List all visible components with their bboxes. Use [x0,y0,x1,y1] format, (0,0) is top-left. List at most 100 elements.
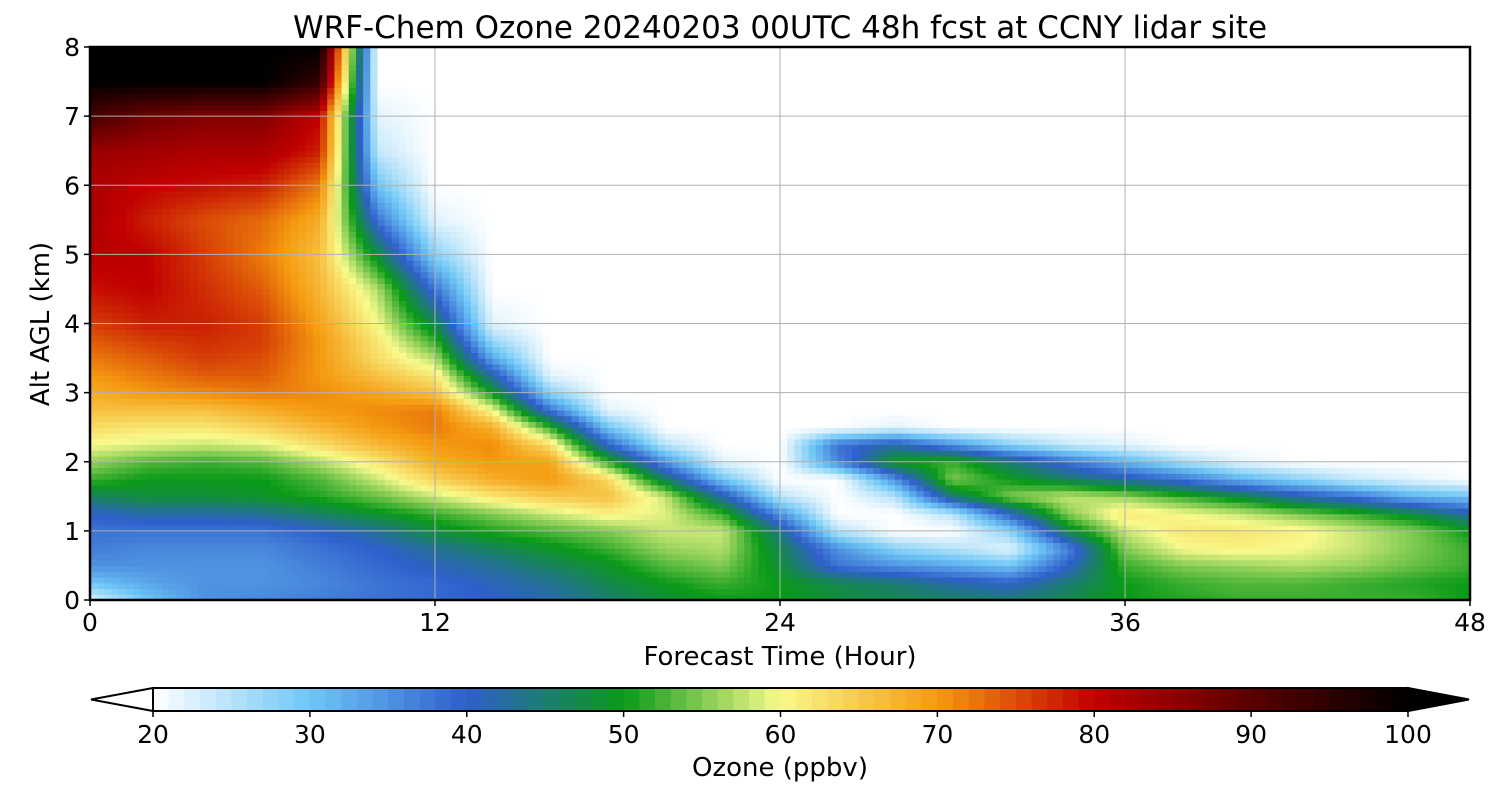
heatmap-cell [657,467,666,474]
heatmap-cell [1125,473,1133,480]
heatmap-cell [499,571,508,578]
heatmap-cell [147,576,156,584]
heatmap-cell [255,496,264,503]
heatmap-cell [966,542,975,549]
heatmap-cell [1182,455,1191,463]
heatmap-cell [413,571,422,578]
heatmap-cell [787,588,795,595]
heatmap-cell [1010,525,1018,532]
heatmap-cell [1117,507,1126,515]
heatmap-cell [1304,588,1313,595]
heatmap-cell [1347,496,1356,503]
heatmap-cell [772,473,781,480]
heatmap-cell [420,484,429,492]
heatmap-cell [377,548,386,555]
heatmap-cell [981,490,990,497]
heatmap-cell [1175,588,1184,595]
heatmap-cell [966,479,975,486]
heatmap-cell [1024,507,1033,515]
heatmap-cell [693,519,702,526]
heatmap-cell [736,565,745,572]
heatmap-cell [1132,484,1140,492]
heatmap-cell [1045,519,1054,526]
heatmap-cell [327,479,335,486]
heatmap-cell [1434,553,1442,561]
heatmap-cell [183,490,192,497]
heatmap-cell [1125,479,1133,486]
heatmap-cell [133,450,141,457]
heatmap-cell [902,450,910,457]
heatmap-cell [1196,588,1205,595]
heatmap-cell [1182,461,1191,469]
heatmap-cell [312,594,321,600]
heatmap-cell [873,490,882,497]
heatmap-cell [1376,542,1385,549]
heatmap-cell [1376,536,1385,543]
heatmap-cell [621,530,630,538]
heatmap-cell [506,559,515,567]
heatmap-cell [1297,479,1306,486]
heatmap-cell [1010,502,1018,509]
heatmap-cell [1398,450,1406,457]
heatmap-cell [966,576,975,584]
heatmap-cell [593,588,601,595]
heatmap-cell [1168,571,1176,578]
heatmap-cell [320,455,328,463]
heatmap-cell [600,525,609,532]
heatmap-cell [679,571,688,578]
heatmap-cell [1398,582,1406,590]
heatmap-cell [1441,496,1450,503]
heatmap-cell [693,565,702,572]
heatmap-cell [1074,559,1083,567]
heatmap-cell [514,530,522,538]
heatmap-cell [1441,513,1450,520]
heatmap-cell [190,484,199,492]
heatmap-cell [1204,461,1212,469]
heatmap-cell [1462,484,1470,492]
heatmap-cell [686,530,695,538]
heatmap-cell [744,467,752,474]
heatmap-cell [1182,565,1191,572]
heatmap-cell [1369,588,1378,595]
heatmap-cell [780,565,788,572]
heatmap-cell [1369,576,1378,584]
heatmap-cell [758,519,767,526]
heatmap-cell [176,588,185,595]
heatmap-cell [413,467,422,474]
heatmap-cell [1355,536,1363,543]
heatmap-cell [1096,594,1105,600]
heatmap-cell [564,565,573,572]
heatmap-cell [305,594,314,600]
heatmap-cell [593,513,601,520]
heatmap-cell [535,484,544,492]
heatmap-cell [909,536,918,543]
heatmap-cell [111,496,120,503]
heatmap-cell [1369,565,1378,572]
heatmap-cell [1218,490,1227,497]
heatmap-cell [499,496,508,503]
heatmap-cell [1247,571,1255,578]
heatmap-cell [1060,565,1069,572]
heatmap-cell [614,525,623,532]
heatmap-cell [1204,553,1212,561]
heatmap-cell [585,455,594,463]
heatmap-cell [909,576,918,584]
heatmap-cell [794,588,803,595]
heatmap-cell [1196,496,1205,503]
heatmap-cell [1175,530,1184,538]
heatmap-cell [1132,502,1140,509]
heatmap-cell [298,594,307,600]
heatmap-cell [499,553,508,561]
heatmap-cell [938,565,946,572]
heatmap-cell [801,588,810,595]
heatmap-cell [341,542,350,549]
heatmap-cell [133,582,141,590]
heatmap-cell [715,519,724,526]
heatmap-cell [463,530,472,538]
heatmap-cell [542,473,551,480]
heatmap-cell [1462,576,1470,584]
heatmap-cell [679,496,688,503]
heatmap-cell [1376,548,1385,555]
heatmap-cell [1426,548,1435,555]
heatmap-cell [212,588,220,595]
